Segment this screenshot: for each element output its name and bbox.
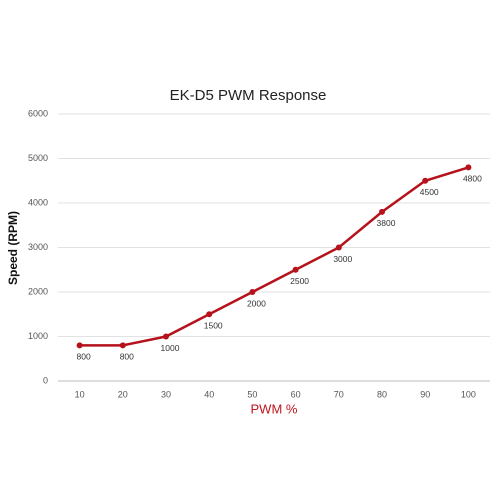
- y-tick-label: 2000: [28, 286, 48, 296]
- data-label: 800: [77, 352, 91, 362]
- y-tick-label: 1000: [28, 331, 48, 341]
- x-tick-label: 70: [334, 389, 344, 399]
- line: [79, 166, 469, 347]
- marker: [335, 244, 342, 251]
- x-tick-label: 40: [204, 389, 214, 399]
- y-tick-label: 5000: [28, 153, 48, 163]
- marker: [249, 289, 256, 295]
- chart-title: EK-D5 PWM Response: [170, 87, 327, 104]
- data-label: 4800: [463, 174, 482, 184]
- x-tick-label: 100: [461, 389, 476, 399]
- data-label: 2500: [290, 276, 309, 286]
- marker: [422, 177, 429, 184]
- data-label: 4500: [420, 187, 439, 197]
- data-label: 1500: [204, 321, 223, 331]
- x-tick-label: 30: [161, 389, 171, 399]
- marker: [163, 333, 169, 340]
- marker: [292, 266, 299, 273]
- marker: [379, 208, 385, 215]
- x-tick-label: 20: [118, 389, 128, 399]
- data-label: 2000: [247, 298, 266, 308]
- y-tick-label: 6000: [28, 108, 48, 118]
- marker: [76, 342, 83, 349]
- x-axis-title: PWM %: [251, 401, 298, 416]
- data-label: 3000: [333, 254, 352, 264]
- x-tick-label: 60: [291, 389, 301, 399]
- data-label: 3800: [377, 218, 396, 228]
- data-label: 800: [120, 352, 134, 362]
- y-axis-title: Speed (RPM): [6, 211, 20, 285]
- marker: [206, 311, 213, 318]
- x-tick-label: 80: [377, 389, 387, 399]
- data-label: 1000: [161, 343, 180, 353]
- y-tick-label: 4000: [28, 197, 48, 207]
- x-tick-label: 10: [75, 389, 85, 399]
- y-tick-label: 0: [43, 375, 48, 385]
- x-tick-label: 90: [420, 389, 430, 399]
- marker: [119, 342, 126, 349]
- x-tick-label: 50: [247, 389, 257, 399]
- marker: [465, 164, 472, 171]
- y-tick-label: 3000: [28, 242, 48, 252]
